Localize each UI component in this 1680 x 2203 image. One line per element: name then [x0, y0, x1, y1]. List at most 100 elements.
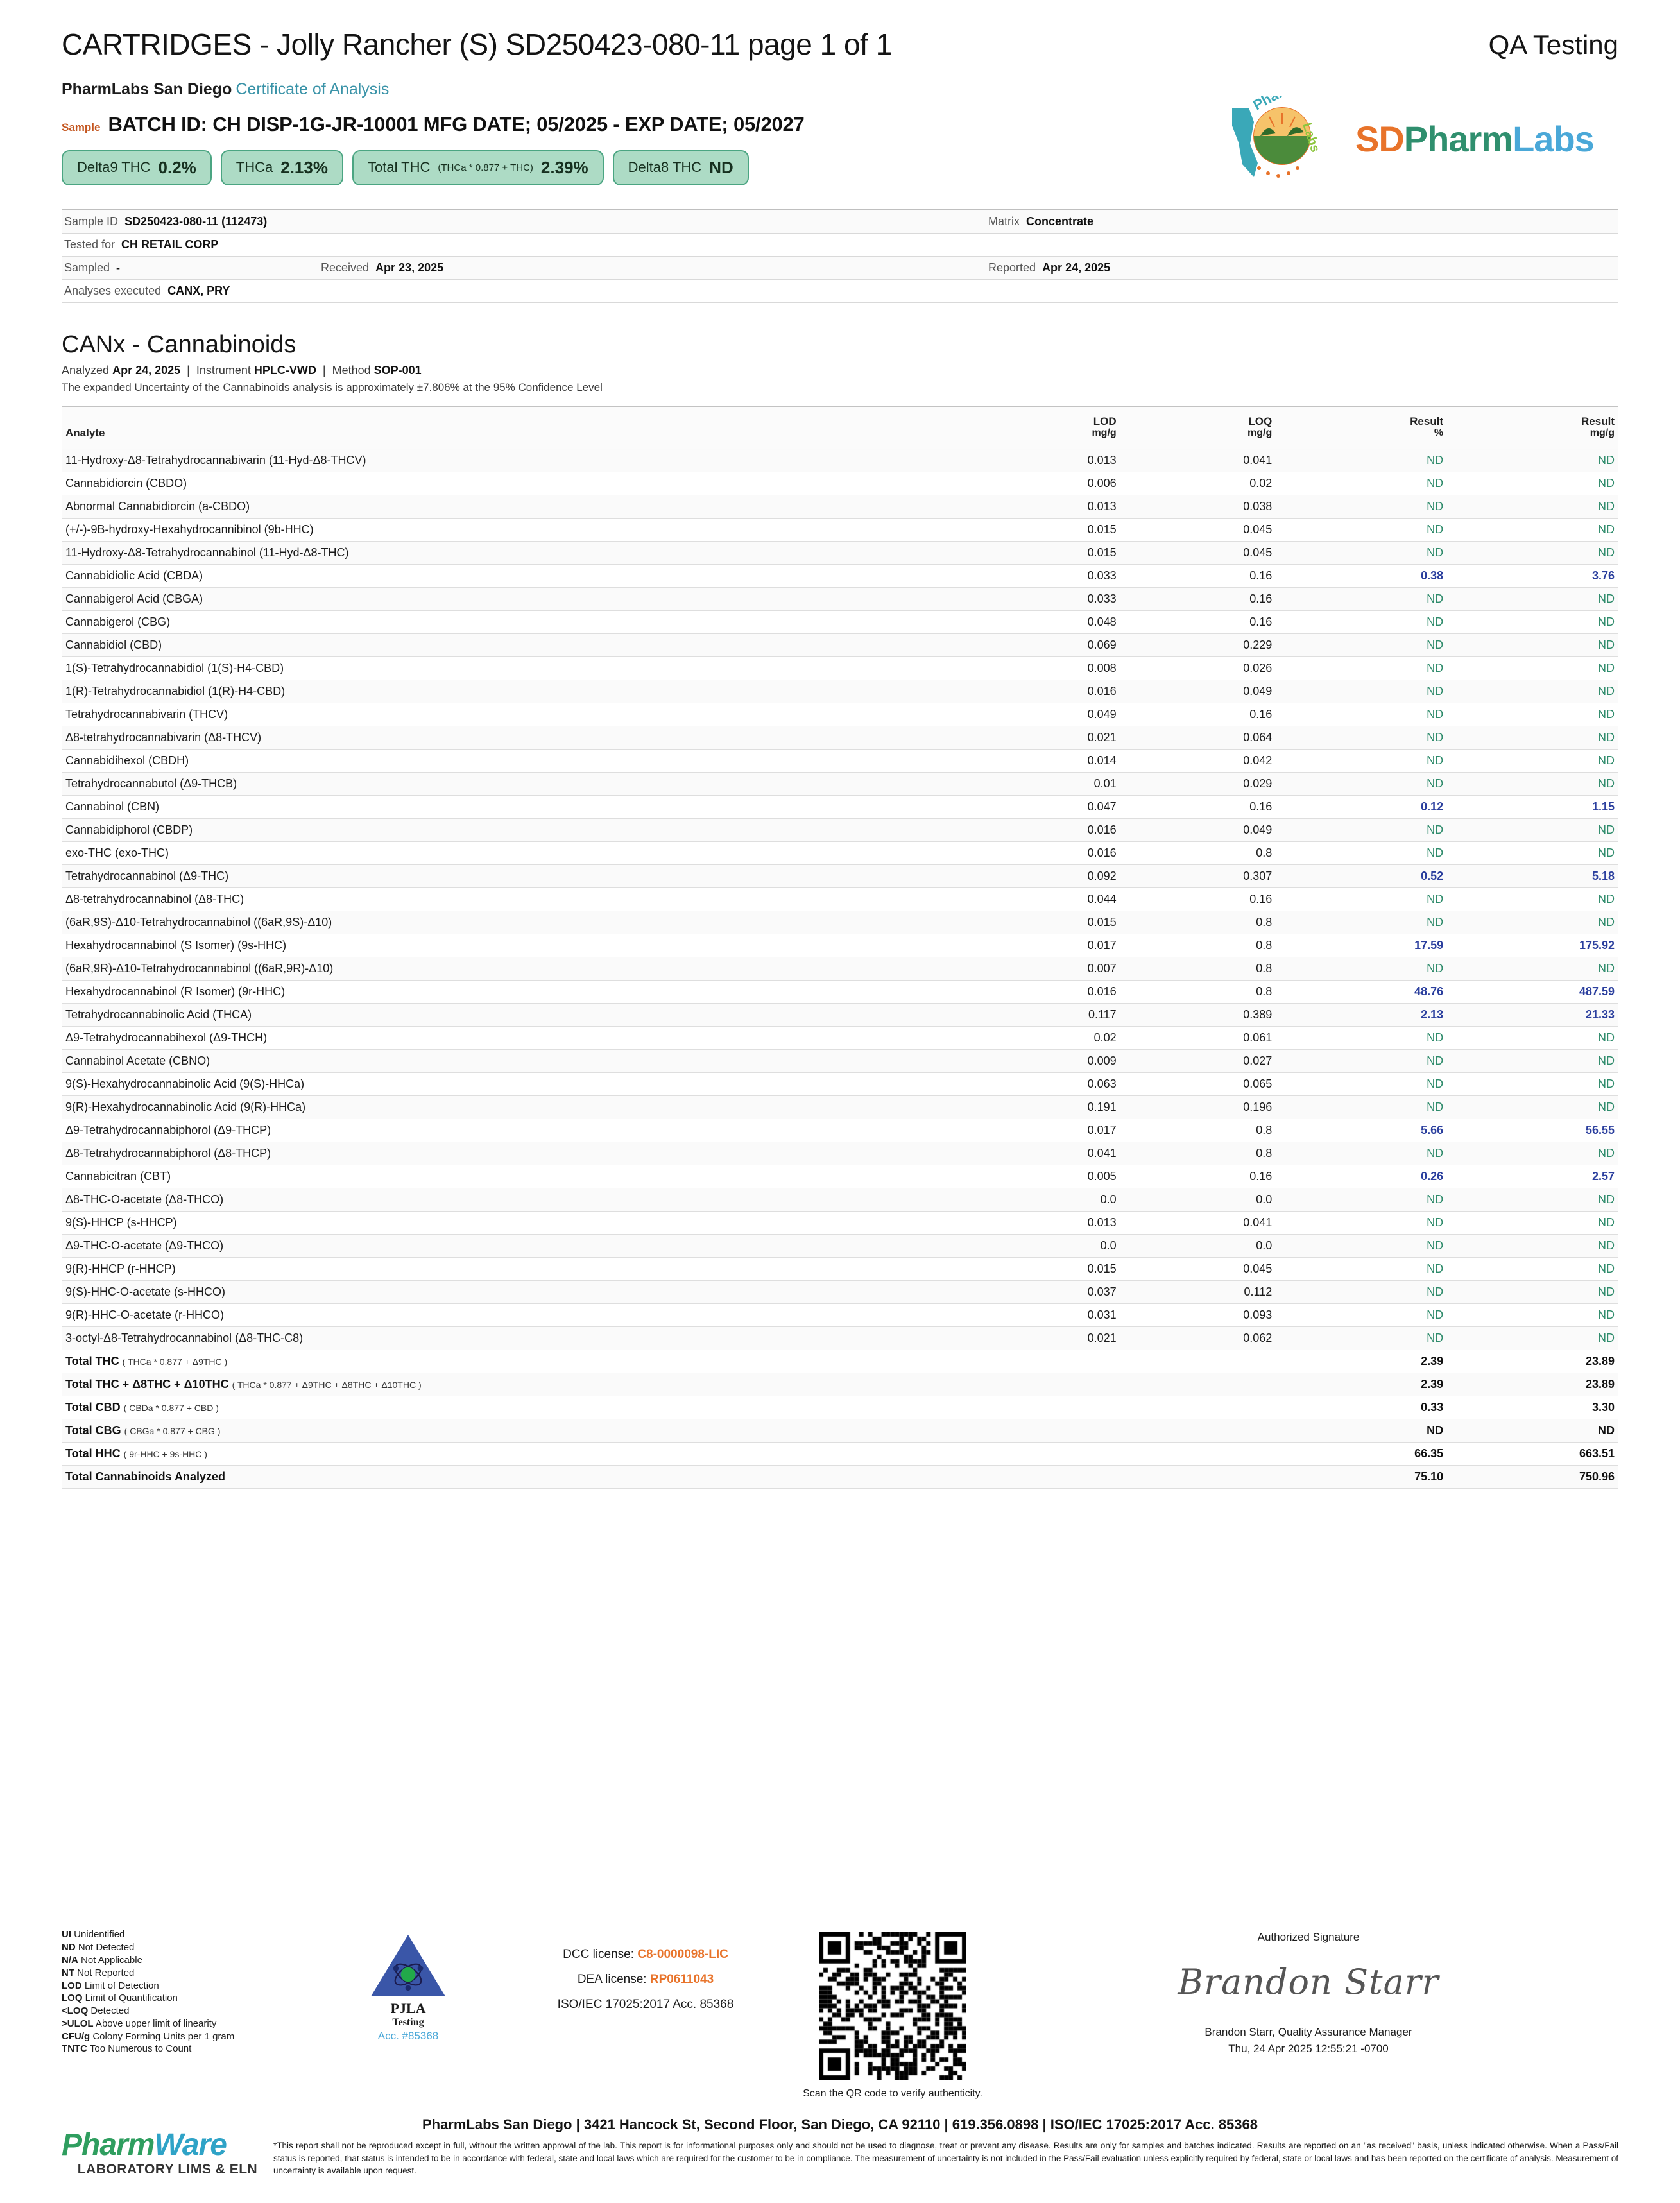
- iso-accreditation: ISO/IEC 17025:2017 Acc. 85368: [557, 1998, 734, 2012]
- cell-analyte: Δ8-THC-O-acetate (Δ8-THCO): [62, 1188, 965, 1212]
- cell-result-mg: ND: [1447, 1072, 1618, 1096]
- cell-loq: 0.064: [1120, 726, 1276, 750]
- cell-loq: 0.8: [1120, 841, 1276, 865]
- cell-loq: 0.062: [1120, 1326, 1276, 1350]
- cell-result-pct: 0.12: [1276, 795, 1448, 819]
- cell-loq: 0.049: [1120, 818, 1276, 842]
- cell-total-mg: 663.51: [1447, 1442, 1618, 1466]
- cell-result-pct: ND: [1276, 1211, 1448, 1235]
- reported-label: Reported: [988, 261, 1036, 274]
- cell-result-mg: ND: [1447, 1049, 1618, 1073]
- table-row: Cannabidiolic Acid (CBDA) 0.033 0.16 0.38 3.…: [62, 564, 1618, 588]
- cell-result-pct: ND: [1276, 518, 1448, 542]
- qr-code-block[interactable]: Scan the QR code to verify authenticity.: [787, 1928, 999, 2100]
- cell-result-pct: ND: [1276, 495, 1448, 519]
- table-row: Δ8-tetrahydrocannabinol (Δ8-THC) 0.044 0.1…: [62, 887, 1618, 911]
- cell-analyte: Δ9-THC-O-acetate (Δ9-THCO): [62, 1234, 965, 1258]
- cell-lod: [964, 1373, 1120, 1396]
- cell-lod: 0.015: [964, 541, 1120, 565]
- sdpharmlabs-logo: Pharm Labs SDPharmLabs: [1221, 78, 1618, 186]
- table-row: Cannabigerol (CBG) 0.048 0.16 ND ND: [62, 610, 1618, 634]
- pharmware-wordmark: PharmWare: [62, 2130, 273, 2161]
- table-row: 1(R)-Tetrahydrocannabidiol (1(R)-H4-CBD)…: [62, 680, 1618, 703]
- tested-for-label: Tested for: [64, 237, 116, 251]
- meta-row-analyses: Analyses executed CANX, PRY: [62, 280, 1618, 303]
- cell-loq: 0.16: [1120, 703, 1276, 726]
- sample-id-value: SD250423-080-11 (112473): [124, 214, 268, 228]
- cell-loq: 0.038: [1120, 495, 1276, 519]
- col-result-mg: Result mg/g: [1447, 405, 1618, 449]
- cell-result-mg: 175.92: [1447, 934, 1618, 957]
- cell-result-mg: ND: [1447, 703, 1618, 726]
- cell-result-pct: ND: [1276, 1257, 1448, 1281]
- cell-analyte: Δ8-tetrahydrocannabinol (Δ8-THC): [62, 887, 965, 911]
- col-loq: LOQ mg/g: [1120, 405, 1276, 449]
- pjla-acc-label: Acc. #: [377, 2030, 408, 2043]
- cell-loq: [1120, 1350, 1276, 1373]
- badge-label: THCa: [236, 159, 273, 176]
- cell-result-pct: ND: [1276, 887, 1448, 911]
- cell-lod: 0.021: [964, 1326, 1120, 1350]
- cell-total-pct: 2.39: [1276, 1373, 1448, 1396]
- cell-analyte: Cannabidihexol (CBDH): [62, 749, 965, 773]
- cell-analyte: 1(S)-Tetrahydrocannabidiol (1(S)-H4-CBD): [62, 656, 965, 680]
- cell-result-mg: ND: [1447, 1026, 1618, 1050]
- cell-result-mg: ND: [1447, 1234, 1618, 1258]
- qr-code-image[interactable]: [819, 1932, 966, 2080]
- table-row: 1(S)-Tetrahydrocannabidiol (1(S)-H4-CBD)…: [62, 656, 1618, 680]
- sampled-value: -: [116, 261, 121, 274]
- atom-icon: [393, 1963, 424, 1991]
- cell-result-mg: 1.15: [1447, 795, 1618, 819]
- dea-value: RP0611043: [649, 1973, 714, 1987]
- signature-meta: Brandon Starr, Quality Assurance Manager…: [999, 2024, 1618, 2057]
- pjla-accreditation-number: Acc. #85368: [312, 2030, 504, 2043]
- cell-analyte: Cannabigerol Acid (CBGA): [62, 587, 965, 611]
- cell-total-label: Total Cannabinoids Analyzed: [62, 1465, 965, 1489]
- cell-loq: [1120, 1396, 1276, 1419]
- cell-result-pct: ND: [1276, 749, 1448, 773]
- coa-subtitle: Certificate of Analysis: [236, 80, 390, 98]
- document-footer: UI Unidentified ND Not Detected N/A Not Ap…: [62, 1928, 1618, 2177]
- cell-lod: 0.013: [964, 1211, 1120, 1235]
- cell-lod: 0.048: [964, 610, 1120, 634]
- cell-loq: 0.16: [1120, 1165, 1276, 1188]
- cell-lod: 0.069: [964, 633, 1120, 657]
- pjla-name: PJLA: [390, 2000, 426, 2017]
- cell-lod: 0.02: [964, 1026, 1120, 1050]
- sample-meta: Sample ID SD250423-080-11 (112473) Matrix…: [62, 208, 1618, 303]
- table-row: 9(S)-Hexahydrocannabinolic Acid (9(S)-HH…: [62, 1072, 1618, 1096]
- cell-loq: 0.8: [1120, 1119, 1276, 1142]
- cell-result-mg: ND: [1447, 1188, 1618, 1212]
- cell-result-pct: 5.66: [1276, 1119, 1448, 1142]
- table-row: (+/-)-9B-hydroxy-Hexahydrocannibinol (9b…: [62, 518, 1618, 542]
- table-row: Cannabinol Acetate (CBNO) 0.009 0.027 ND ND: [62, 1049, 1618, 1073]
- legal-disclaimer: *This report shall not be reproduced exc…: [273, 2141, 1618, 2176]
- cell-result-mg: ND: [1447, 1211, 1618, 1235]
- qr-caption: Scan the QR code to verify authenticity.: [803, 2088, 982, 2100]
- uncertainty-note: The expanded Uncertainty of the Cannabin…: [62, 381, 603, 393]
- table-row: Cannabicitran (CBT) 0.005 0.16 0.26 2.57: [62, 1165, 1618, 1188]
- cell-lod: 0.014: [964, 749, 1120, 773]
- legend-item: <LOQ Detected: [62, 2005, 130, 2017]
- summary-badges: Delta9 THC 0.2% THCa 2.13% Total THC (TH…: [62, 150, 1618, 185]
- table-row: Hexahydrocannabinol (R Isomer) (9r-HHC) 0…: [62, 980, 1618, 1004]
- received-value: Apr 23, 2025: [375, 261, 444, 274]
- lab-line: PharmLabs San Diego Certificate of Analys…: [62, 80, 1618, 99]
- cell-result-pct: ND: [1276, 472, 1448, 495]
- cell-result-pct: ND: [1276, 911, 1448, 934]
- cell-loq: 0.8: [1120, 934, 1276, 957]
- cell-result-mg: ND: [1447, 818, 1618, 842]
- cell-lod: 0.015: [964, 518, 1120, 542]
- cell-loq: 0.093: [1120, 1303, 1276, 1327]
- cell-result-pct: 17.59: [1276, 934, 1448, 957]
- analyzed-label: Analyzed: [62, 363, 110, 377]
- cell-lod: 0.015: [964, 911, 1120, 934]
- analyses-label: Analyses executed: [64, 284, 162, 297]
- cell-analyte: 1(R)-Tetrahydrocannabidiol (1(R)-H4-CBD): [62, 680, 965, 703]
- cell-result-mg: ND: [1447, 633, 1618, 657]
- table-row: 11-Hydroxy-Δ8-Tetrahydrocannabinol (11-H…: [62, 541, 1618, 565]
- cell-lod: 0.016: [964, 841, 1120, 865]
- cell-loq: 0.196: [1120, 1095, 1276, 1119]
- cell-total-pct: 75.10: [1276, 1465, 1448, 1489]
- cell-loq: 0.8: [1120, 911, 1276, 934]
